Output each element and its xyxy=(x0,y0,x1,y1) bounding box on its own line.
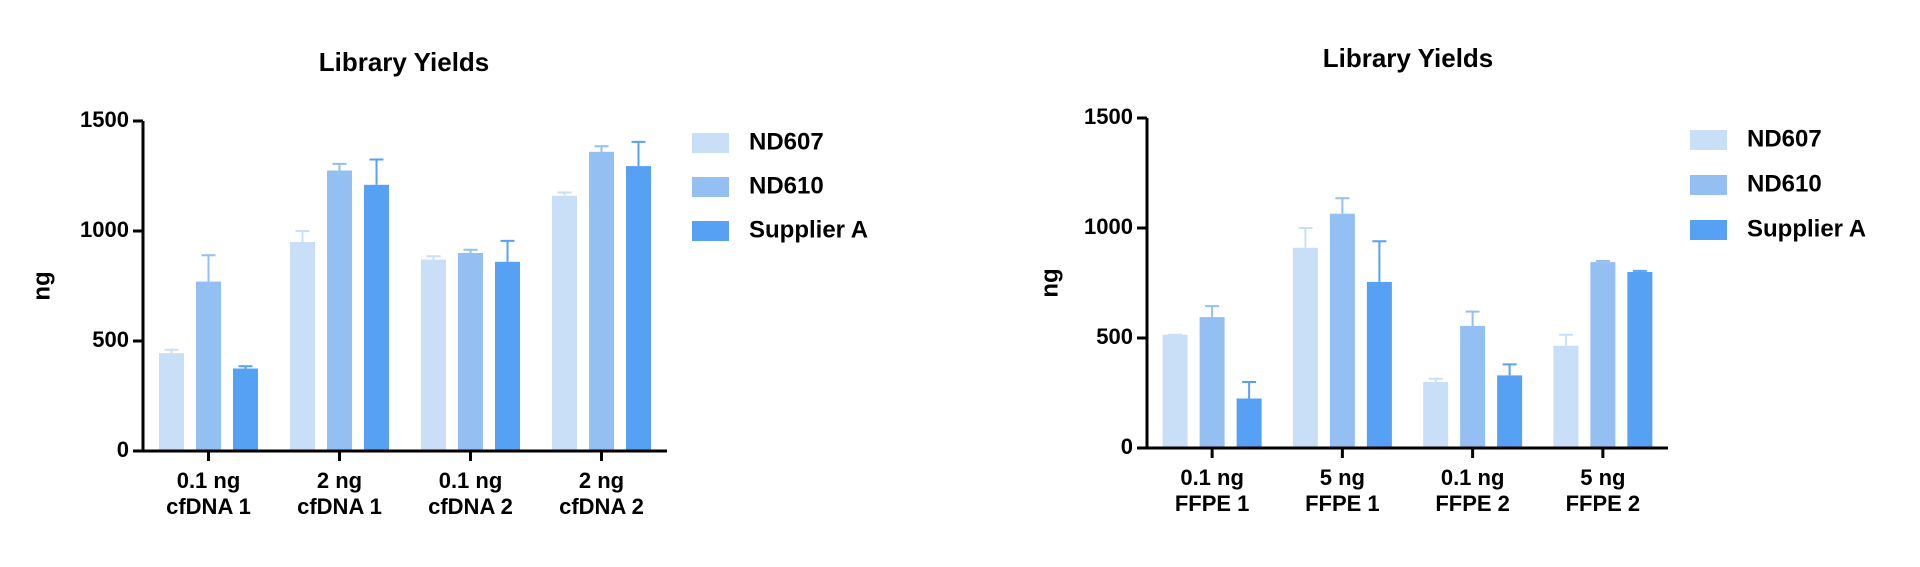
x-tick-label: 0.1 ng cfDNA 2 xyxy=(428,468,513,519)
legend-swatch xyxy=(692,221,729,241)
error-bar xyxy=(1595,260,1610,263)
legend-swatch xyxy=(1690,175,1727,195)
error-bar xyxy=(369,158,384,185)
error-bar xyxy=(1465,310,1480,326)
legend-label: Supplier A xyxy=(1747,215,1866,242)
bar xyxy=(1199,317,1225,448)
bar xyxy=(552,195,577,451)
bar xyxy=(327,170,352,451)
bar xyxy=(1553,345,1579,448)
legend-label: ND610 xyxy=(749,172,824,199)
y-tick-label: 0 xyxy=(117,437,129,462)
y-tick-label: 0 xyxy=(1121,434,1133,459)
x-tick-label: 5 ng FFPE 1 xyxy=(1305,465,1380,516)
x-tick-label: 5 ng FFPE 2 xyxy=(1565,465,1641,516)
bar xyxy=(233,368,258,451)
legend-label: ND610 xyxy=(1747,170,1822,197)
error-bar xyxy=(1372,240,1387,282)
error-bar xyxy=(463,248,478,253)
bar xyxy=(1423,382,1449,448)
y-tick-label: 1000 xyxy=(1084,214,1133,239)
legend-label: ND607 xyxy=(1747,125,1822,152)
bar xyxy=(1590,262,1616,448)
x-tick-label: 2 ng cfDNA 1 xyxy=(297,468,382,519)
bar xyxy=(1292,247,1318,448)
y-tick-label: 1500 xyxy=(1084,104,1133,129)
y-tick-label: 1500 xyxy=(80,107,129,132)
bar xyxy=(1162,334,1188,448)
error-bar xyxy=(1242,381,1257,399)
bar xyxy=(1366,281,1392,448)
bar xyxy=(364,184,389,452)
error-bar xyxy=(557,191,572,196)
error-bar xyxy=(631,140,646,167)
y-tick-label: 500 xyxy=(1096,324,1133,349)
error-bar xyxy=(1632,269,1647,272)
bar xyxy=(589,151,614,452)
y-tick-label: 500 xyxy=(92,327,129,352)
error-bar xyxy=(1502,363,1517,376)
error-bar xyxy=(238,365,253,369)
legend-swatch xyxy=(692,133,729,153)
error-bar xyxy=(594,145,609,152)
y-tick-label: 1000 xyxy=(80,217,129,242)
legend-swatch xyxy=(1690,130,1727,150)
bar xyxy=(1627,272,1653,448)
chart-title: Library Yields xyxy=(319,47,490,77)
legend-label: ND607 xyxy=(749,128,824,155)
bar xyxy=(290,242,315,451)
error-bar xyxy=(1298,227,1313,248)
bar xyxy=(196,281,221,451)
error-bar xyxy=(1558,333,1573,346)
error-bar xyxy=(426,255,441,260)
x-tick-label: 0.1 ng cfDNA 1 xyxy=(166,468,251,519)
error-bar xyxy=(1428,377,1443,382)
legend-swatch xyxy=(692,177,729,197)
x-tick-label: 0.1 ng FFPE 1 xyxy=(1174,465,1250,516)
error-bar xyxy=(1205,305,1220,318)
chart-title: Library Yields xyxy=(1323,43,1494,73)
error-bar xyxy=(201,254,216,282)
bar xyxy=(159,353,184,451)
error-bar xyxy=(1335,197,1350,214)
y-axis-label: ng xyxy=(28,271,55,300)
legend-swatch xyxy=(1690,220,1727,240)
bar xyxy=(1460,325,1486,448)
bar xyxy=(1497,375,1523,448)
y-axis-label: ng xyxy=(1036,268,1063,297)
bar xyxy=(495,261,520,451)
bar xyxy=(1236,398,1262,448)
bar xyxy=(421,259,446,451)
error-bar xyxy=(332,162,347,171)
bar xyxy=(626,166,651,451)
bar xyxy=(458,253,483,451)
error-bar xyxy=(164,348,179,354)
error-bar xyxy=(295,230,310,242)
x-tick-label: 0.1 ng FFPE 2 xyxy=(1435,465,1510,516)
legend-label: Supplier A xyxy=(749,216,868,243)
bar xyxy=(1329,213,1355,448)
x-tick-label: 2 ng cfDNA 2 xyxy=(559,468,644,519)
error-bar xyxy=(500,239,515,262)
